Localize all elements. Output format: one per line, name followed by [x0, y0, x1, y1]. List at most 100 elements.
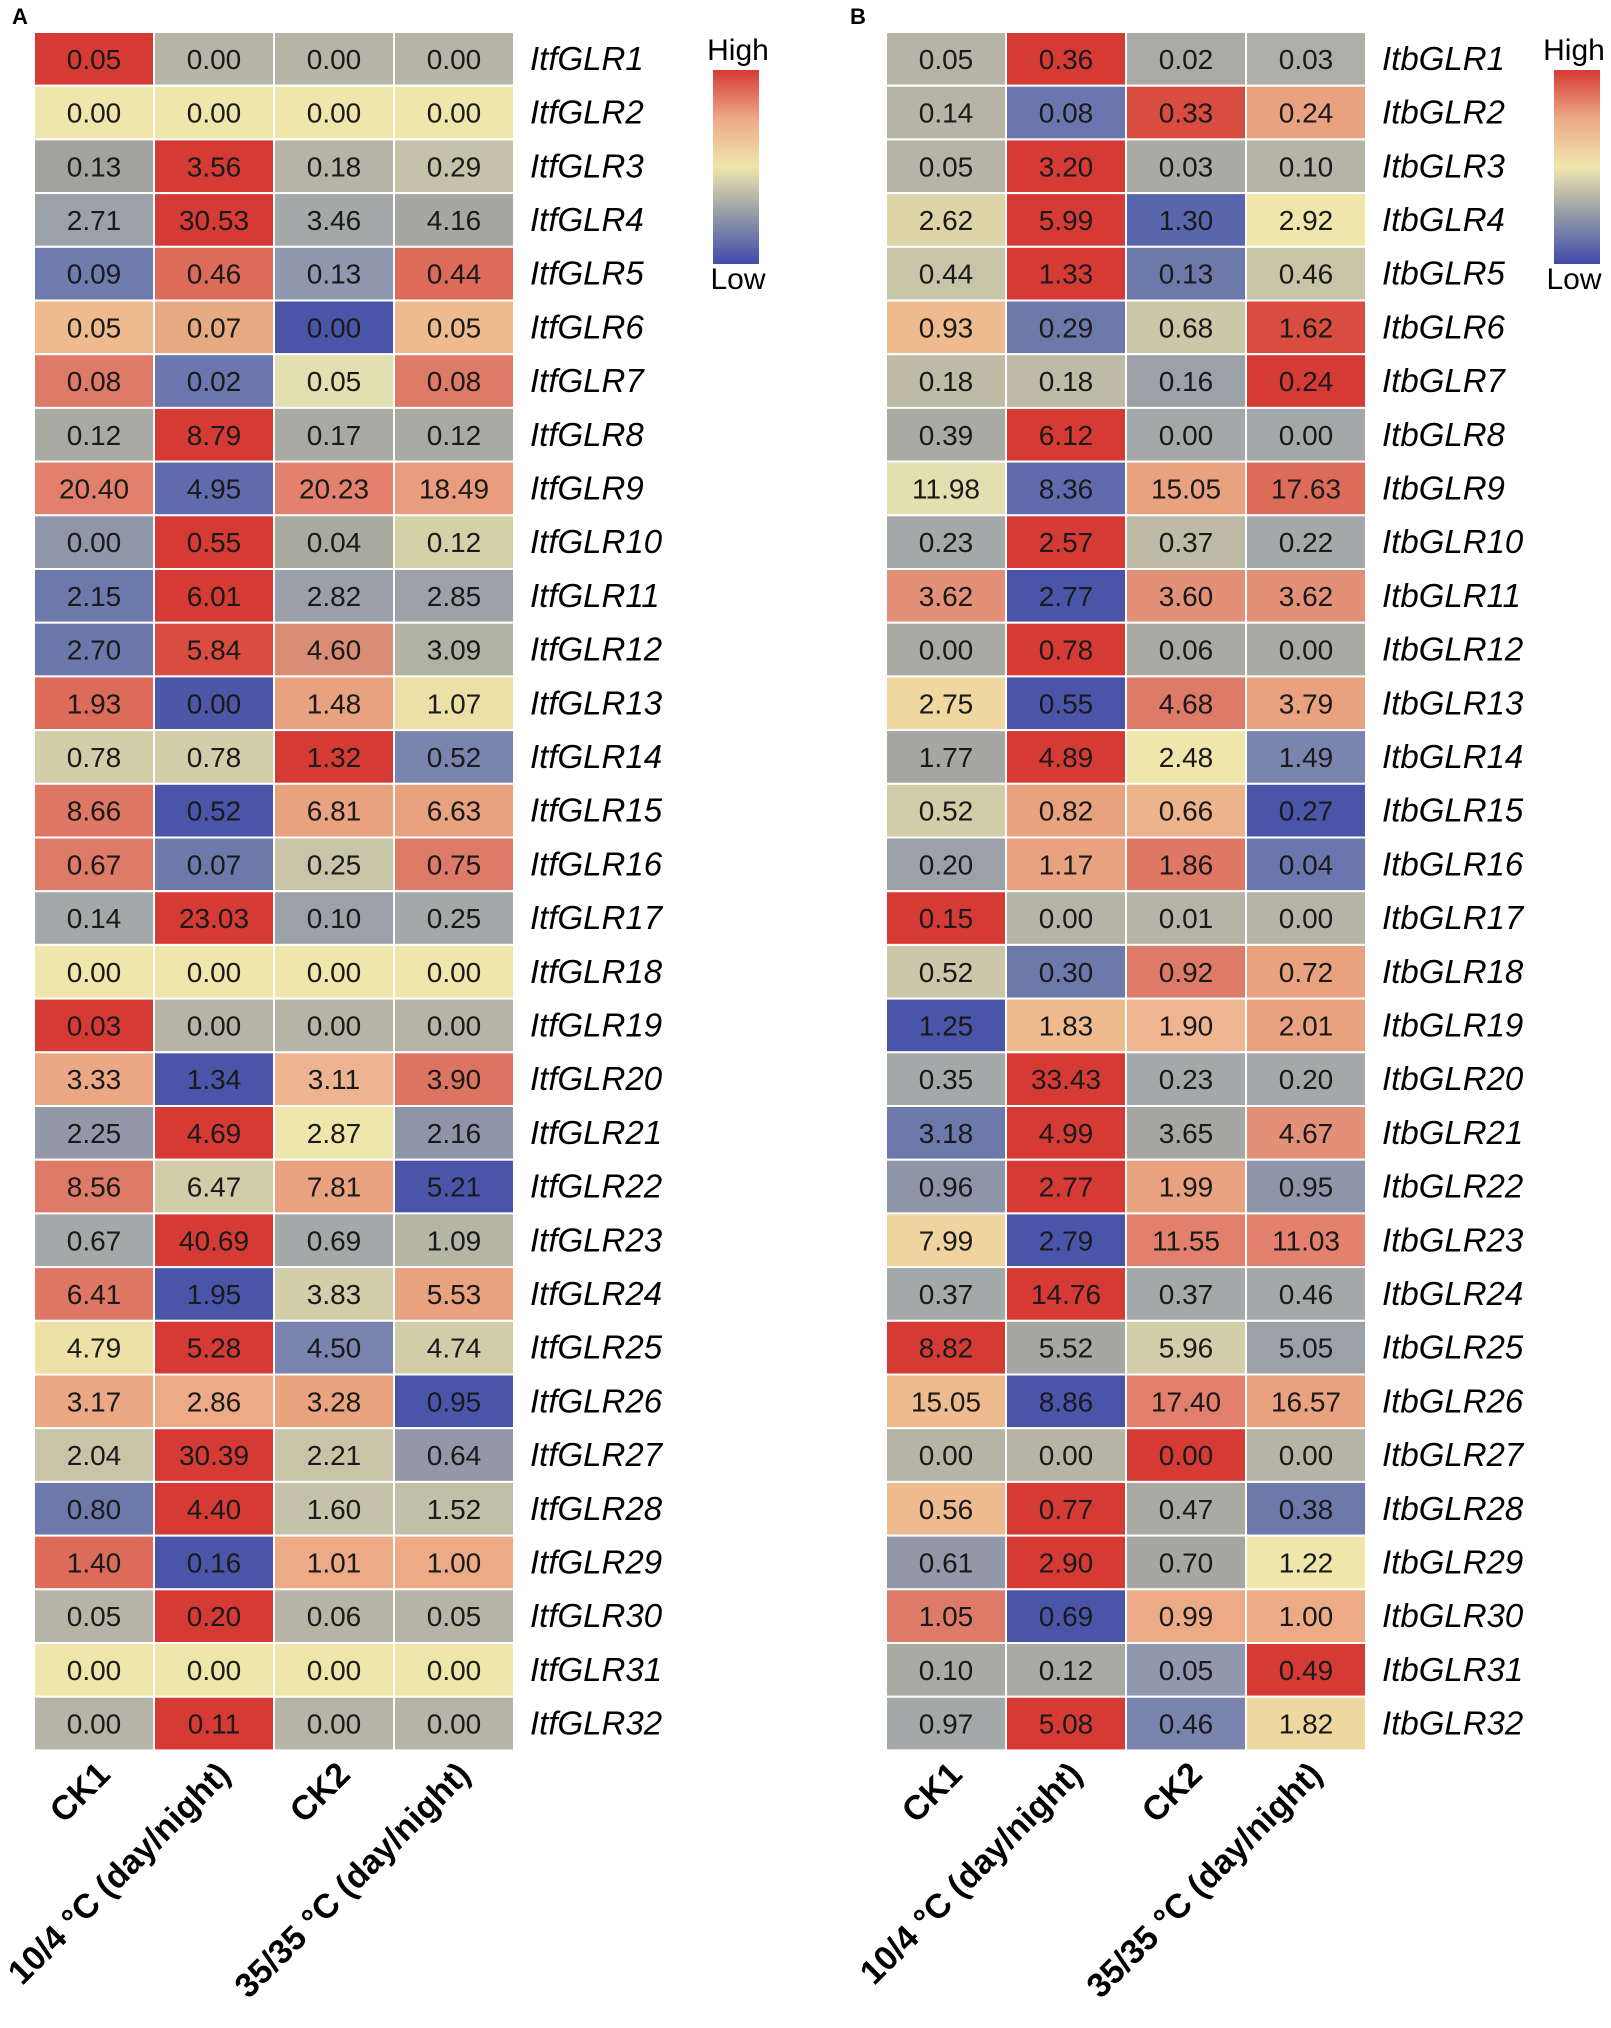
- gene-row-label: ItfGLR25: [530, 1329, 663, 1366]
- cell-value-label: 0.09: [67, 259, 122, 290]
- cell-value-label: 1.48: [307, 688, 362, 719]
- cell-value-label: 1.32: [307, 742, 362, 773]
- heatmap-cell: [273, 997, 395, 1054]
- cell-value-label: 2.48: [1159, 742, 1214, 773]
- cell-value-label: 0.16: [187, 1547, 242, 1578]
- heatmap-cell: [273, 1588, 395, 1645]
- gene-row-label: ItfGLR13: [530, 684, 663, 721]
- heatmap-cell: [1245, 1105, 1367, 1161]
- heatmap-cell: [1005, 729, 1127, 785]
- cell-value-label: 0.00: [187, 1655, 242, 1686]
- cell-value-label: 0.00: [307, 957, 362, 988]
- cell-value-label: 0.05: [1159, 1655, 1214, 1686]
- condition-column-label: CK2: [1135, 1755, 1210, 1830]
- cell-value-label: 0.39: [919, 420, 974, 451]
- cell-value-label: 0.93: [919, 312, 974, 343]
- cell-value-label: 4.99: [1039, 1118, 1094, 1149]
- heatmap-cell: [1005, 138, 1127, 195]
- cell-value-label: 0.55: [187, 527, 242, 558]
- cell-value-label: 7.99: [919, 1225, 974, 1256]
- heatmap-cell: [393, 1319, 515, 1376]
- heatmap-cell: [393, 729, 515, 785]
- heatmap-cell: [1125, 1427, 1247, 1483]
- cell-value-label: 0.07: [187, 849, 242, 880]
- heatmap-cell: [33, 675, 155, 732]
- heatmap-cell: [273, 1534, 395, 1591]
- cell-value-label: 0.18: [307, 151, 362, 182]
- heatmap-cell: [1245, 675, 1367, 732]
- heatmap-cell: [33, 1642, 155, 1698]
- cell-value-label: 0.00: [307, 44, 362, 75]
- cell-value-label: 3.56: [187, 151, 242, 182]
- heatmap-cell: [1245, 1319, 1367, 1376]
- gene-row-label: ItbGLR14: [1382, 738, 1523, 775]
- heatmap-cell: [273, 353, 395, 409]
- cell-value-label: 0.12: [427, 527, 482, 558]
- cell-value-label: 0.05: [67, 44, 122, 75]
- cell-value-label: 0.00: [427, 1709, 482, 1740]
- gene-row-label: ItbGLR28: [1382, 1490, 1524, 1527]
- heatmap-cell: [153, 997, 275, 1054]
- cell-value-label: 0.10: [1279, 151, 1334, 182]
- gene-row-label: ItfGLR10: [530, 523, 663, 560]
- heatmap-cell: [273, 621, 395, 678]
- gene-row-label: ItbGLR27: [1382, 1436, 1525, 1473]
- cell-value-label: 1.00: [427, 1547, 482, 1578]
- cell-value-label: 1.17: [1039, 849, 1094, 880]
- gene-row-label: ItbGLR32: [1382, 1705, 1523, 1742]
- cell-value-label: 3.60: [1159, 581, 1214, 612]
- cell-value-label: 11.98: [912, 473, 980, 504]
- heatmap-cell: [1245, 1266, 1367, 1322]
- gene-row-label: ItbGLR7: [1382, 362, 1507, 399]
- cell-value-label: 0.05: [427, 1601, 482, 1632]
- cell-value-label: 0.00: [307, 1709, 362, 1740]
- cell-value-label: 3.90: [427, 1064, 482, 1095]
- gene-row-label: ItbGLR17: [1382, 899, 1525, 936]
- heatmap-cell: [1125, 31, 1247, 87]
- heatmap-cell: [885, 1588, 1007, 1645]
- cell-value-label: 15.05: [1151, 473, 1221, 504]
- cell-value-label: 8.56: [67, 1172, 122, 1203]
- heatmap-cell: [153, 1480, 275, 1537]
- cell-value-label: 2.90: [1039, 1547, 1094, 1578]
- heatmap-cell: [273, 245, 395, 302]
- heatmap-cell: [393, 84, 515, 141]
- cell-value-label: 0.00: [307, 312, 362, 343]
- cell-value-label: 0.25: [307, 849, 362, 880]
- heatmap-cell: [153, 1051, 275, 1108]
- cell-value-label: 3.17: [67, 1386, 122, 1417]
- cell-value-label: 4.68: [1159, 688, 1214, 719]
- cell-value-label: 3.83: [307, 1279, 362, 1310]
- heatmap-cell: [1245, 997, 1367, 1054]
- cell-value-label: 1.99: [1159, 1172, 1214, 1203]
- cell-value-label: 0.37: [1159, 1279, 1214, 1310]
- heatmap-cell: [1005, 192, 1127, 248]
- cell-value-label: 30.53: [179, 205, 249, 236]
- heatmap-cell: [1245, 1642, 1367, 1698]
- gene-row-label: ItbGLR3: [1382, 147, 1506, 184]
- cell-value-label: 0.20: [1279, 1064, 1334, 1095]
- gene-row-label: ItfGLR24: [530, 1275, 662, 1312]
- heatmap-cell: [273, 782, 395, 839]
- cell-value-label: 2.01: [1279, 1010, 1334, 1041]
- cell-value-label: 0.14: [919, 98, 974, 129]
- heatmap-cell: [153, 943, 275, 1000]
- heatmap-cell: [1005, 997, 1127, 1054]
- cell-value-label: 0.06: [1159, 635, 1214, 666]
- heatmap-cell: [1005, 1266, 1127, 1322]
- heatmap-cell: [153, 1588, 275, 1645]
- heatmap-cell: [885, 890, 1007, 946]
- cell-value-label: 0.00: [1279, 903, 1334, 934]
- cell-value-label: 0.46: [1279, 259, 1334, 290]
- heatmap-cell: [33, 1427, 155, 1483]
- cell-value-label: 0.37: [919, 1279, 974, 1310]
- cell-value-label: 4.74: [427, 1333, 482, 1364]
- cell-value-label: 11.55: [1152, 1225, 1220, 1256]
- gene-row-label: ItbGLR31: [1382, 1651, 1523, 1688]
- gene-row-label: ItfGLR17: [530, 899, 664, 936]
- cell-value-label: 1.00: [1279, 1601, 1334, 1632]
- heatmap-cell: [33, 31, 155, 87]
- heatmap-cell: [393, 1051, 515, 1108]
- cell-value-label: 0.05: [67, 1601, 122, 1632]
- cell-value-label: 3.46: [307, 205, 362, 236]
